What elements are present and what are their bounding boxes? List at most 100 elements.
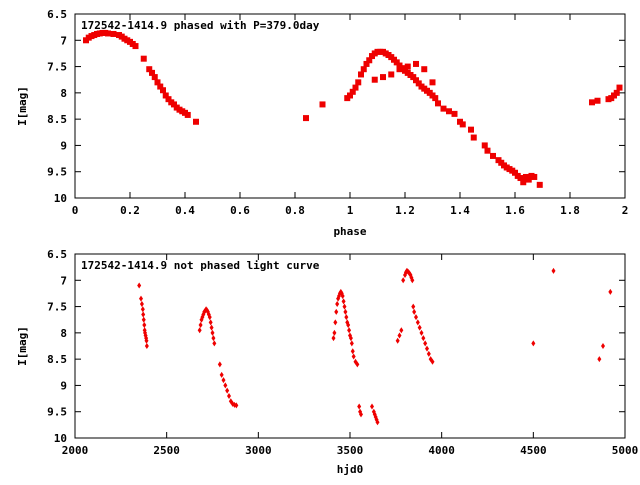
phased-x-tick-label: 0.4 [175,204,195,217]
unphased-data-point [221,377,226,384]
unphased-data-point [198,321,203,328]
unphased-data-point [341,298,346,305]
unphased-data-point [141,316,146,323]
phased-x-tick-label: 0.6 [230,204,250,217]
phased-y-axis-label: I[mag] [16,86,29,126]
unphased-data-point [208,319,213,326]
phased-data-point [363,60,370,67]
phased-data-point [157,83,164,90]
phased-data-point [613,89,620,96]
phased-data-point [589,99,595,106]
unphased-x-tick-label: 4000 [428,444,455,457]
unphased-data-point [340,293,345,300]
unphased-data-point [551,267,556,274]
unphased-data-point [601,343,605,349]
phased-data-point [388,71,395,78]
unphased-x-axis-label: hjd0 [337,463,364,476]
unphased-x-tick-label: 2000 [62,444,89,457]
unphased-data-point [211,335,216,342]
unphased-data-point [417,324,422,331]
phased-data-point [468,126,474,133]
unphased-data-point [347,327,352,334]
unphased-data-point [140,306,145,313]
unphased-data-point [344,314,349,321]
phased-data-point [413,77,419,84]
phased-data-point [193,118,199,125]
phased-x-tick-label: 1.2 [395,204,415,217]
unphased-data-point [370,403,374,410]
phased-y-tick-label: 9 [60,139,67,152]
unphased-y-tick-label: 6.5 [47,248,67,261]
phased-x-tick-label: 0 [72,204,79,217]
unphased-data-point [357,403,362,410]
unphased-data-point [144,337,149,344]
unphased-data-point [397,332,402,339]
phased-x-tick-label: 1.4 [450,204,470,217]
unphased-data-point [139,295,143,302]
phased-y-tick-label: 8.5 [47,113,67,126]
phased-data-point [470,134,477,141]
phased-data-point [140,55,147,62]
phased-data-point [410,74,417,81]
unphased-data-point [343,308,348,315]
unphased-data-point [430,358,435,365]
phased-data-point [536,181,543,188]
unphased-data-point [355,361,360,368]
unphased-x-tick-label: 3500 [337,444,364,457]
unphased-data-point [375,419,380,426]
phased-data-point [520,179,527,186]
unphased-data-point [421,335,426,342]
phased-data-point [355,79,362,86]
phased-data-point [459,121,466,128]
phased-data-point [132,43,139,50]
phased-y-tick-label: 6.5 [47,8,67,21]
unphased-data-point [608,288,613,295]
phased-data-point [404,63,411,70]
unphased-y-tick-label: 8 [60,327,67,340]
unphased-data-point [349,340,354,347]
phased-x-tick-label: 0.8 [285,204,305,217]
unphased-data-point [334,308,339,315]
unphased-y-tick-label: 8.5 [47,353,67,366]
phased-axis-ticks: 0 0.2 0.4 0.6 0.8 1 1.2 1.4 1.6 1.8 2 6.5 7 7.5 8 8.5 9 9… [47,8,628,217]
phased-x-tick-label: 1.6 [505,204,525,217]
phased-data-point [171,101,177,108]
unphased-data-point [217,361,222,368]
phased-data-point [360,66,367,73]
phased-data-point [517,175,524,182]
phased-data-point [149,69,155,76]
phased-data-point [184,111,191,118]
unphased-data-point [399,327,404,334]
phased-y-tick-label: 9.5 [47,166,67,179]
phased-data-point [435,100,441,107]
phased-data-point [531,173,538,180]
phased-data-point [415,80,422,87]
phased-data-point [440,105,447,112]
phased-y-tick-label: 8 [60,87,67,100]
unphased-data-point [137,282,142,289]
phased-y-tick-label: 10 [54,192,67,205]
unphased-data-point [332,329,337,336]
phased-data-point [525,176,532,183]
phased-data-point [429,79,436,86]
unphased-data-point [410,277,415,284]
unphased-data-point [401,277,406,284]
phased-data-point [347,92,353,99]
phased-data-point [446,108,452,115]
unphased-data-point [219,371,224,378]
phased-data-point [413,60,419,67]
unphased-y-tick-label: 9.5 [47,406,67,419]
unphased-data-point [144,343,149,349]
unphased-data-point [207,314,212,321]
unphased-axis-ticks: 2000 2500 3000 3500 4000 4500 5000 6.5 7 7.5 8 8.5 9… [47,248,638,457]
unphased-data-point [333,319,338,326]
unphased-data-point [210,329,215,336]
phased-data-point [616,84,623,91]
phased-data-point [421,66,428,73]
phased-data-point [396,66,403,73]
phased-plot-title: 172542-1414.9 phased with P=379.0day [81,19,320,32]
unphased-data-point [335,300,340,307]
